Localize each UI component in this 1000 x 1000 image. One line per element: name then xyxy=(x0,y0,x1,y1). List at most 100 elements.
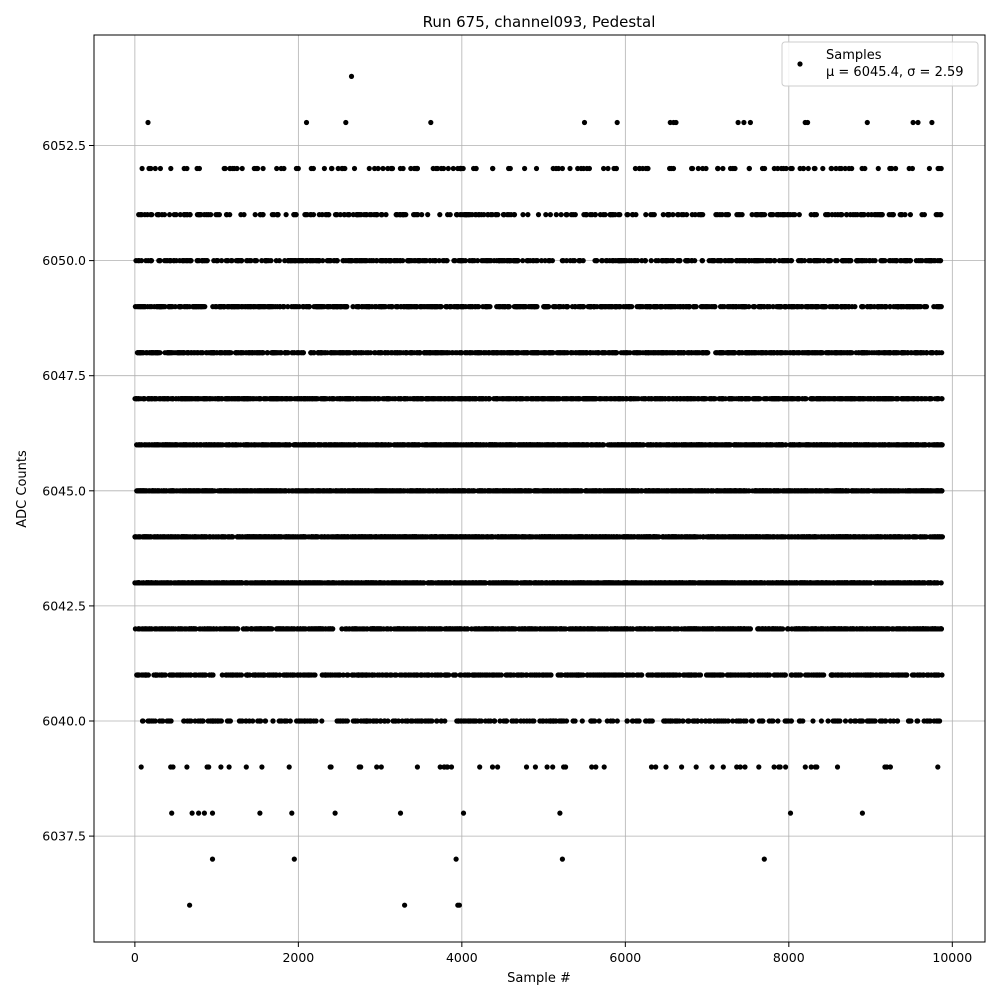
sample-point xyxy=(912,580,918,586)
sample-point xyxy=(639,672,645,678)
sample-point xyxy=(375,672,381,678)
sample-point xyxy=(861,580,867,586)
sample-point xyxy=(185,580,192,586)
sample-point xyxy=(170,764,176,770)
sample-point xyxy=(751,672,757,678)
sample-point xyxy=(688,626,694,632)
sample-point xyxy=(554,626,560,632)
sample-point xyxy=(798,718,804,724)
sample-point xyxy=(879,672,885,678)
sample-point xyxy=(206,764,212,770)
sample-point xyxy=(138,764,144,770)
sample-point xyxy=(370,672,376,678)
sample-point xyxy=(135,626,142,632)
sample-point xyxy=(359,672,365,678)
sample-point xyxy=(260,672,266,678)
sample-point xyxy=(340,672,346,678)
sample-point xyxy=(703,626,709,632)
sample-point xyxy=(301,626,307,632)
sample-point xyxy=(352,580,358,586)
sample-point xyxy=(575,672,581,678)
sample-point xyxy=(847,718,854,724)
sample-point xyxy=(283,626,289,632)
sample-point xyxy=(420,580,426,586)
sample-point xyxy=(931,580,938,586)
sample-point xyxy=(477,718,483,724)
sample-point xyxy=(153,580,159,586)
sample-point xyxy=(937,626,943,632)
sample-point xyxy=(666,672,673,678)
sample-point xyxy=(368,626,374,632)
sample-point xyxy=(687,672,693,678)
sample-point xyxy=(764,672,770,678)
sample-point xyxy=(814,764,820,770)
sample-point xyxy=(385,718,391,724)
sample-point xyxy=(399,672,405,678)
sample-point xyxy=(298,580,304,586)
sample-point xyxy=(615,672,622,678)
sample-point xyxy=(771,764,777,770)
sample-point xyxy=(477,764,483,770)
sample-point xyxy=(693,626,700,632)
sample-point xyxy=(614,718,620,724)
sample-point xyxy=(749,718,756,724)
sample-point xyxy=(312,672,318,678)
sample-point xyxy=(517,626,523,632)
sample-point xyxy=(682,626,689,632)
sample-point xyxy=(243,764,249,770)
sample-point xyxy=(452,626,458,632)
sample-point xyxy=(539,672,545,678)
sample-point xyxy=(554,580,560,586)
sample-point xyxy=(636,718,642,724)
sample-point xyxy=(303,672,309,678)
sample-point xyxy=(872,718,878,724)
sample-point xyxy=(544,764,550,770)
sample-point xyxy=(394,534,400,540)
sample-point xyxy=(720,580,726,586)
sample-point xyxy=(671,672,677,678)
sample-point xyxy=(491,718,497,724)
sample-point xyxy=(663,718,669,724)
sample-point xyxy=(672,718,678,724)
sample-point xyxy=(931,718,937,724)
sample-point xyxy=(847,672,853,678)
sample-point xyxy=(777,626,783,632)
sample-point xyxy=(140,580,147,586)
sample-point xyxy=(334,718,340,724)
sample-point xyxy=(429,626,435,632)
sample-point xyxy=(596,718,602,724)
sample-point xyxy=(882,534,888,540)
sample-point xyxy=(730,718,736,724)
sample-point xyxy=(732,580,738,586)
sample-point xyxy=(756,718,763,724)
sample-point xyxy=(433,580,439,586)
sample-point xyxy=(920,580,927,586)
sample-point xyxy=(388,626,394,632)
sample-point xyxy=(643,580,649,586)
sample-point xyxy=(333,672,339,678)
sample-point xyxy=(477,580,484,586)
sample-point xyxy=(396,626,402,632)
sample-point xyxy=(798,580,804,586)
sample-point xyxy=(193,672,199,678)
sample-point xyxy=(681,672,687,678)
sample-point xyxy=(810,718,816,724)
sample-point xyxy=(238,672,245,678)
sample-point xyxy=(328,764,334,770)
sample-point xyxy=(448,764,455,770)
sample-point xyxy=(480,672,486,678)
sample-point xyxy=(508,672,514,678)
sample-point xyxy=(166,718,172,724)
sample-point xyxy=(894,718,901,724)
sample-point xyxy=(841,626,847,632)
sample-point xyxy=(358,580,365,586)
sample-point xyxy=(394,580,400,586)
sample-point xyxy=(781,580,787,586)
sample-point xyxy=(438,718,444,724)
sample-point xyxy=(741,580,747,586)
sample-point xyxy=(608,672,615,678)
sample-point xyxy=(147,626,153,632)
sample-point xyxy=(837,718,843,724)
sample-point xyxy=(913,626,919,632)
sample-point xyxy=(596,626,602,632)
